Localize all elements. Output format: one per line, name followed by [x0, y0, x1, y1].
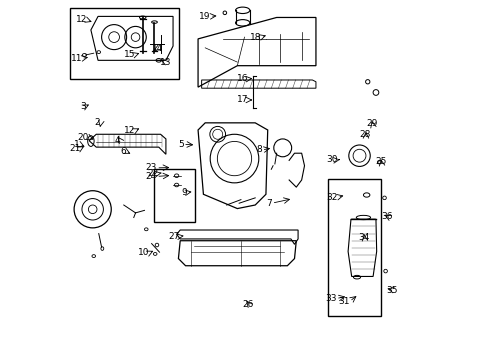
Text: 8: 8: [256, 145, 262, 154]
Text: 7: 7: [266, 199, 272, 208]
Text: 12: 12: [124, 126, 135, 135]
Text: 33: 33: [325, 294, 336, 303]
Text: 35: 35: [386, 285, 397, 294]
Text: 1: 1: [74, 140, 80, 149]
Text: 13: 13: [159, 58, 171, 67]
Text: 6: 6: [121, 147, 126, 156]
Text: 32: 32: [326, 193, 337, 202]
Text: 28: 28: [359, 130, 370, 139]
Text: 10: 10: [138, 248, 149, 257]
Text: 26: 26: [242, 300, 254, 309]
Text: 3: 3: [80, 102, 85, 111]
Text: 22: 22: [147, 169, 159, 178]
Text: 15: 15: [124, 50, 136, 59]
Text: 24: 24: [145, 172, 157, 181]
Text: 5: 5: [178, 140, 183, 149]
Text: 12: 12: [76, 15, 87, 24]
Text: 21: 21: [69, 144, 81, 153]
Text: 19: 19: [199, 12, 210, 21]
Text: 17: 17: [237, 95, 248, 104]
Text: 2: 2: [94, 118, 100, 127]
Bar: [154, 168, 195, 222]
Bar: [70, 8, 179, 79]
Text: 16: 16: [237, 75, 248, 84]
Text: 30: 30: [325, 156, 337, 165]
Text: 29: 29: [365, 119, 377, 128]
Text: 4: 4: [114, 136, 120, 145]
Text: 20: 20: [78, 132, 89, 141]
Text: 27: 27: [168, 232, 180, 241]
Text: 18: 18: [250, 33, 261, 42]
Text: 9: 9: [181, 188, 187, 197]
Text: 31: 31: [338, 297, 349, 306]
Text: 14: 14: [151, 44, 163, 53]
Text: 34: 34: [357, 233, 369, 242]
Text: 11: 11: [70, 54, 82, 63]
Bar: [328, 179, 380, 316]
Text: 25: 25: [374, 157, 386, 166]
Text: 36: 36: [380, 212, 392, 221]
Text: 23: 23: [145, 163, 157, 172]
